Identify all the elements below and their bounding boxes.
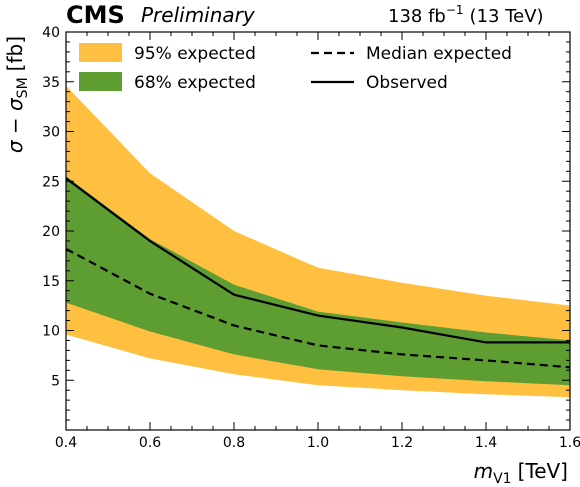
x-tick-label: 1.0 [307,435,329,451]
y-tick-label: 40 [42,25,60,41]
median-expected-line [65,247,571,369]
legend: 95% expected 68% expected Median expecte… [79,43,512,93]
plot-area [65,85,571,398]
band-68-expected [66,176,570,386]
x-tick-label: 1.6 [559,435,580,451]
x-tick-label: 1.2 [391,435,413,451]
x-tick-label: 0.6 [139,435,161,451]
plot-frame [65,31,571,431]
lumi-energy: (13 TeV) [470,6,544,27]
legend-swatch-95 [79,43,122,62]
lumi-label: 138 fb−1 (13 TeV) [388,3,544,27]
legend-label-68: 68% expected [134,73,256,93]
x-axis-label: mV1 [TeV] [474,459,568,487]
x-tick-label: 0.4 [55,435,77,451]
y-tick-label: 35 [42,75,60,91]
x-tick-label: 1.4 [475,435,497,451]
y-tick-label: 30 [42,125,60,141]
legend-label-observed: Observed [366,73,448,93]
lumi-exponent: −1 [446,3,464,17]
lumi-value: 138 fb [388,6,446,27]
observed-line [65,177,570,344]
y-axis-label: σ − σSM[fb] [3,36,31,153]
preliminary-label: Preliminary [141,3,256,27]
cms-label: CMS [66,1,125,29]
legend-label-median: Median expected [366,44,512,64]
y-tick-label: 20 [42,224,60,240]
y-tick-label: 15 [42,274,60,290]
x-tick-label: 0.8 [223,435,245,451]
axis-ticks: 0.4 0.6 0.8 1.0 1.2 1.4 1.6 5 10 15 20 25 30 35 40 [42,25,580,451]
legend-swatch-68 [79,72,122,91]
y-tick-label: 25 [42,174,60,190]
legend-label-95: 95% expected [134,44,256,64]
y-tick-label: 5 [51,373,60,389]
y-tick-label: 10 [42,324,60,340]
